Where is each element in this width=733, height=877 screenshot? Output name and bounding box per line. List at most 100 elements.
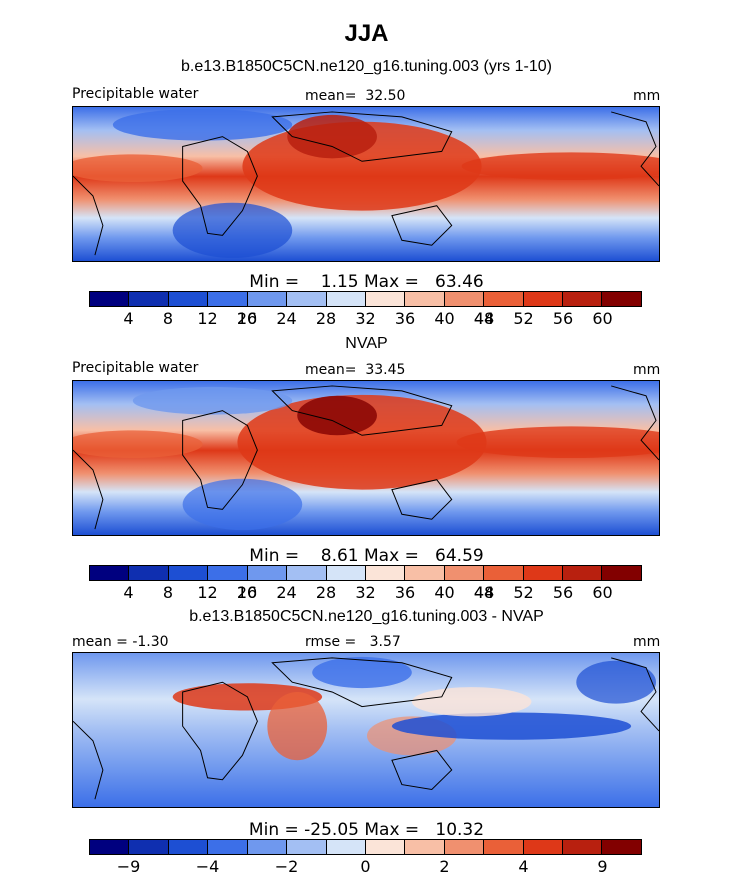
panel1-colorbar-box-3 (208, 292, 248, 306)
panel3-pacific-negative (391, 712, 632, 740)
panel2-coast-australia (391, 479, 453, 520)
panel3-map (72, 652, 660, 808)
panel3-indian-ocean-positive (267, 691, 328, 761)
panel1-colorbar-box-11 (523, 292, 564, 306)
panel2-colorbar-box-1 (129, 566, 169, 580)
panel1-coast-australia (391, 205, 453, 246)
panel1-colorbar-box-8 (405, 292, 445, 306)
panel1-max-label: Max = (364, 272, 419, 292)
panel3-rmse-label: rmse = (305, 634, 357, 650)
panel1-colorbar-box-9 (444, 292, 485, 306)
panel3-coast-australia (391, 749, 453, 790)
panel3-colorbar-label-6: 9 (597, 857, 608, 876)
panel1-monsoon-max (287, 114, 377, 159)
panel1-min-value: 1.15 (320, 272, 359, 292)
panel2-colorbar-box-11 (523, 566, 564, 580)
panel3-colorbar-label-3: 0 (360, 857, 371, 876)
panel3-rmse-value: 3.57 (369, 634, 401, 650)
panel2-minmax: Min = 8.61 Max = 64.59 (0, 546, 733, 566)
panel1-mean-label: mean= (305, 88, 357, 104)
panel3-coast-africa (182, 681, 258, 781)
panel1-coast-africa (182, 136, 258, 236)
panel2-colorbar-box-10 (484, 566, 524, 580)
panel2-colorbar-box-13 (602, 566, 641, 580)
panel1-min-label: Min = (249, 272, 300, 292)
panel1-colorbar-label-0: 4 (123, 309, 134, 328)
panel2-units: mm (633, 362, 661, 378)
panel2-colorbar-label-4: 20 (236, 583, 258, 602)
panel1-mean: mean= 32.50 (305, 88, 405, 104)
panel1-colorbar-box-7 (365, 292, 406, 306)
panel2-colorbar-label-14: 60 (592, 583, 613, 602)
panel3-min-label: Min = (248, 820, 299, 840)
panel3-colorbar-box-10 (484, 840, 524, 854)
panel2-itcz-pacific (456, 426, 659, 458)
panel1-colorbar-box-6 (326, 292, 366, 306)
panel2-coast-south-america (73, 449, 104, 530)
panel1-units: mm (633, 88, 661, 104)
panel3-colorbar-label-0: −9 (116, 857, 141, 876)
panel1-itcz-pacific (461, 152, 659, 181)
panel3-max-label: Max = (364, 820, 420, 840)
panel3-colorbar-box-7 (365, 840, 406, 854)
panel1-dry-north (112, 108, 293, 141)
panel2-colorbar-label-3: 16 (236, 583, 258, 602)
panel3-asia-negative (312, 656, 412, 689)
panel2-title: NVAP (345, 335, 388, 352)
panel2-colorbar-label-1: 8 (162, 583, 174, 602)
panel3-colorbar-box-13 (602, 840, 641, 854)
panel2-colorbar-labels: 4 8 12 16 20 24 28 32 36 40 44 48 52 56 60 (89, 583, 642, 602)
panel3-rmse: rmse = 3.57 (305, 634, 401, 650)
panel2-colorbar-box-7 (365, 566, 406, 580)
panel3-colorbar-label-2: −2 (274, 857, 299, 876)
panel2-coast-asia (271, 385, 453, 436)
panel3-colorbar-box-11 (523, 840, 564, 854)
panel3-colorbar-box-3 (208, 840, 248, 854)
panel1-colorbar-label-7: 32 (355, 309, 376, 328)
panel1-itcz-atlantic (73, 154, 203, 183)
panel1-dry-south (172, 202, 293, 259)
panel2-colorbar-box-5 (287, 566, 327, 580)
panel1-colorbar-label-6: 28 (315, 309, 337, 328)
panel2-colorbar-label-9: 40 (434, 583, 455, 602)
panel1-colorbar-box-12 (563, 292, 603, 306)
panel3-coast-south-america (73, 720, 104, 800)
panel3-max-value: 10.32 (435, 820, 485, 840)
panel3-coast-america (611, 657, 659, 732)
panel2-colorbar-label-0: 4 (123, 583, 134, 602)
panel3-colorbar-labels: −9 −4 −2 0 2 4 9 (89, 857, 642, 876)
panel3-pacific-positive (411, 687, 532, 717)
figure-title: JJA (344, 20, 389, 47)
panel3-colorbar (89, 839, 642, 855)
panel1-coast-america (611, 111, 659, 187)
panel1-max-value: 63.46 (435, 272, 484, 292)
panel3-america-negative (576, 660, 657, 704)
panel3-colorbar-box-2 (168, 840, 209, 854)
panel1-colorbar-box-4 (247, 292, 288, 306)
panel3-units: mm (633, 634, 661, 650)
panel2-colorbar-label-6: 28 (315, 583, 337, 602)
panel3-colorbar-box-5 (287, 840, 327, 854)
panel1-colorbar-label-14: 60 (592, 309, 613, 328)
panel3-title: b.e13.B1850C5CN.ne120_g16.tuning.003 - N… (189, 608, 544, 625)
panel1-variable-label: Precipitable water (72, 86, 199, 102)
panel3-colorbar-box-1 (129, 840, 169, 854)
panel2-colorbar-box-9 (444, 566, 485, 580)
panel2-dry-north (132, 386, 293, 415)
panel2-colorbar-box-4 (247, 566, 288, 580)
panel1-map (72, 106, 660, 262)
panel1-colorbar-label-3: 16 (236, 309, 258, 328)
panel2-mean-label: mean= (305, 362, 357, 378)
panel3-colorbar-box-6 (326, 840, 366, 854)
panel3-colorbar-box-4 (247, 840, 288, 854)
panel2-coast-america (611, 385, 659, 461)
panel1-colorbar-box-13 (602, 292, 641, 306)
panel1-colorbar-label-11: 48 (473, 309, 495, 328)
panel1-colorbar-label-1: 8 (162, 309, 174, 328)
panel3-mean: mean = -1.30 (72, 634, 169, 650)
panel2-colorbar-box-8 (405, 566, 445, 580)
panel2-itcz-atlantic (73, 430, 203, 458)
panel2-colorbar-label-13: 56 (552, 583, 574, 602)
panel1-colorbar-label-13: 56 (552, 309, 574, 328)
panel3-mean-label: mean = (72, 634, 128, 650)
